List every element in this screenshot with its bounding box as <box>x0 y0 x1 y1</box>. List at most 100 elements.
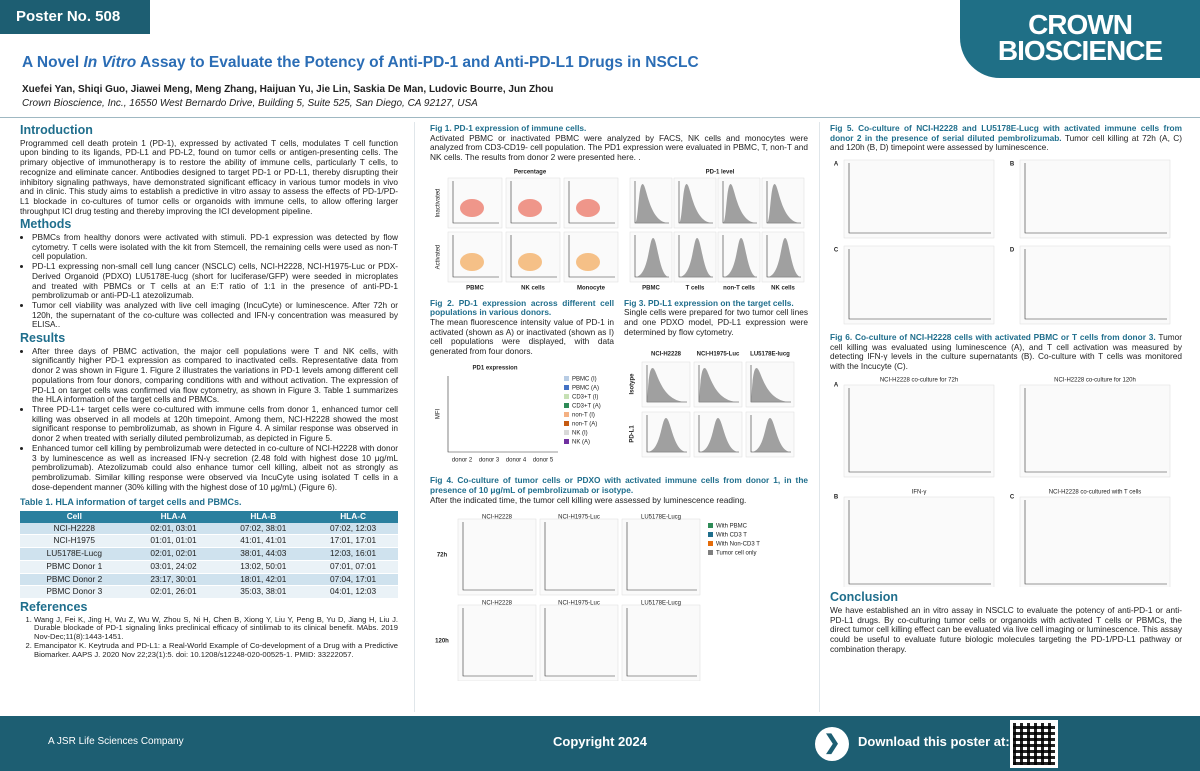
figure: NCI-H2228 co-culture for 72h NCI-H2228 co… <box>834 377 1171 589</box>
figure: A B C D <box>834 159 1171 325</box>
figure-label: non-T (A) <box>572 421 597 427</box>
table-cell: 38:01, 44:03 <box>218 547 309 561</box>
divider <box>0 117 1200 118</box>
table-row: PBMC Donor 3 02:01, 26:01 35:03, 38:01 04:0… <box>20 585 398 599</box>
list-item: Emancipator K. Keytruda and PD-L1: a Rea… <box>34 641 398 660</box>
table-cell: 07:02, 12:03 <box>308 522 398 536</box>
figure-label: PD-1 level <box>706 169 735 175</box>
panel-axis <box>544 607 615 676</box>
bullet-list: After three days of PBMC activation, the… <box>20 346 398 493</box>
histogram-shape <box>635 183 669 223</box>
heading: Introduction <box>20 123 93 137</box>
panel-axis <box>626 607 697 676</box>
table-cell: 01:01, 01:01 <box>128 534 219 549</box>
legend-swatch <box>564 393 569 399</box>
figure-label: NCI-H1975-Luc <box>697 352 740 358</box>
table: Cell HLA-A HLA-B HLA-C NCI-H2228 02:01, 03:01… <box>20 511 398 599</box>
table-cell: PBMC Donor 1 <box>20 560 129 574</box>
authors: Xuefei Yan, Shiqi Guo, Jiawei Meng, Meng… <box>22 84 554 95</box>
figure-label: NCI-H2228 co-culture for 72h <box>880 377 958 383</box>
table-cell: 02:01, 02:01 <box>128 547 219 561</box>
table-cell: 02:01, 03:01 <box>128 522 219 536</box>
figure-label: IFN-γ <box>912 489 927 495</box>
figure-label: 120h <box>435 638 449 644</box>
figure-label: T cells <box>686 285 705 291</box>
chart-axis <box>447 375 558 453</box>
download-icon[interactable]: ❯ <box>815 727 849 761</box>
figure-label: non-T (I) <box>572 412 595 418</box>
legend-swatch <box>564 411 569 417</box>
panel-axis <box>848 163 991 234</box>
legend-swatch <box>564 375 569 381</box>
table-row: PBMC Donor 1 03:01, 24:02 13:02, 50:01 07:0… <box>20 560 398 574</box>
figure-label: NK (A) <box>572 439 590 445</box>
figure-caption: Fig 4. Co-culture of tumor cells or PDXO… <box>430 476 808 505</box>
table-cell: LU5178E-Lucg <box>20 547 129 561</box>
figure-label: NCI-H2228 <box>651 352 682 358</box>
caption-title: Fig 3. PD-L1 expression on the target ce… <box>624 297 794 308</box>
table-cell: PBMC Donor 3 <box>20 585 129 599</box>
table-cell: 04:01, 12:03 <box>308 585 398 599</box>
figure-label: Isotype <box>630 373 636 395</box>
reference-list: Wang J, Fei K, Jing H, Wu Z, Wu W, Zhou … <box>20 615 398 660</box>
figure-label: Activated <box>436 244 442 269</box>
histogram-shape <box>723 183 757 223</box>
figure-label: With PBMC <box>716 523 748 529</box>
figure-label: LU5178E-Lucg <box>641 600 681 606</box>
figure-label: NK (I) <box>572 430 588 436</box>
figure-label: D <box>1010 248 1015 254</box>
table-row: NCI-H1975 01:01, 01:01 41:01, 41:01 17:01, … <box>20 534 398 549</box>
figure-caption: Fig 2. PD-1 expression across different … <box>430 298 614 357</box>
footer: A JSR Life Sciences Company Copyright 20… <box>0 716 1200 771</box>
list-item: Three PD-L1+ target cells were co-cultur… <box>32 404 398 444</box>
figure-label: NCI-H1975-Luc <box>558 600 600 606</box>
figure-label: donor 2 <box>452 457 473 463</box>
histogram-shape <box>699 418 739 453</box>
figure-label: MFI <box>436 408 442 419</box>
cell-cluster <box>460 252 484 271</box>
figure-label: NK cells <box>521 285 545 291</box>
legend-swatch <box>708 531 713 537</box>
caption-title: Fig 1. PD-1 expression of immune cells. <box>430 123 587 133</box>
histogram-shape <box>679 237 713 277</box>
divider <box>819 122 820 712</box>
legend-swatch <box>564 402 569 408</box>
figure-block: Fig 2. PD-1 expression across different … <box>430 297 614 475</box>
qr-code[interactable] <box>1010 720 1058 768</box>
panel <box>1019 496 1171 589</box>
table-cell: 23:17, 30:01 <box>128 573 219 587</box>
panel <box>1019 245 1171 325</box>
list-item: PD-L1 expressing non-small cell lung can… <box>32 261 398 301</box>
cell-cluster <box>518 252 542 271</box>
figure-label: B <box>834 494 839 500</box>
logo: CROWN BIOSCIENCE <box>960 0 1200 78</box>
panel <box>1019 159 1171 239</box>
figure-label: CD3+T (A) <box>572 403 601 409</box>
figure-label: B <box>1010 162 1015 168</box>
histogram-shape <box>647 368 687 403</box>
cell-cluster <box>576 198 600 217</box>
panel <box>843 159 995 239</box>
figure-label: donor 4 <box>506 457 527 463</box>
column-header: HLA-A <box>128 511 219 523</box>
table-cell: 12:03, 16:01 <box>308 547 398 561</box>
panel-axis <box>568 234 615 278</box>
logo-text: BIOSCIENCE <box>997 35 1163 66</box>
panel <box>457 604 537 681</box>
column-header: Cell <box>20 511 129 523</box>
caption-title: Fig 6. Co-culture of NCI-H2228 cells wit… <box>830 331 1156 342</box>
table-cell: 18:01, 42:01 <box>218 573 309 587</box>
figure-label: C <box>834 248 839 254</box>
heading: References <box>20 599 88 614</box>
figure-label: Monocyte <box>577 285 606 291</box>
poster-number: Poster No. 508 <box>0 0 150 34</box>
figure-block: Fig 3. PD-L1 expression on the target ce… <box>624 297 808 475</box>
panel-axis <box>462 521 533 590</box>
legend-swatch <box>564 438 569 444</box>
histogram-shape <box>767 237 801 277</box>
affiliation: Crown Bioscience, Inc., 16550 West Berna… <box>22 98 478 109</box>
column-header: HLA-B <box>218 511 309 523</box>
panel <box>539 604 619 681</box>
caption-text: The mean fluorescence intensity value of… <box>430 316 614 357</box>
paragraph: Programmed cell death protein 1 (PD-1), … <box>20 137 398 216</box>
